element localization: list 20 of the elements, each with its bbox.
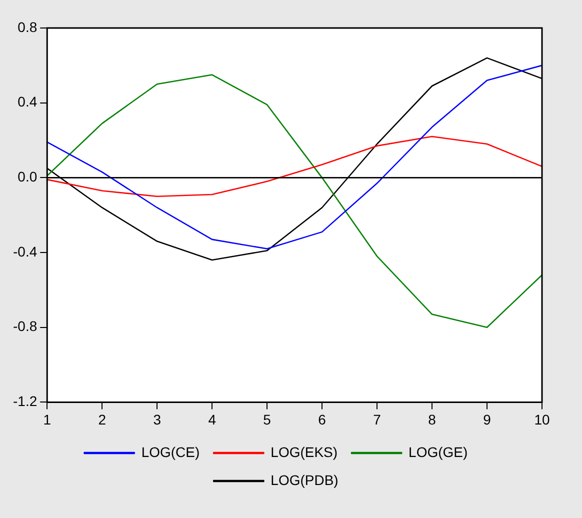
legend-label: LOG(CE) [141, 444, 200, 460]
x-tick-label: 4 [208, 411, 216, 428]
x-tick-label: 3 [153, 411, 162, 428]
x-tick-label: 2 [98, 411, 106, 428]
y-tick-label: 0.0 [18, 168, 38, 185]
x-tick-label: 5 [263, 411, 272, 428]
x-tick-label: 6 [318, 411, 326, 428]
y-tick-label: 0.4 [18, 94, 38, 110]
x-tick-label: 10 [534, 411, 550, 428]
y-tick-label: -0.4 [13, 243, 38, 260]
legend-label: LOG(EKS) [270, 444, 338, 460]
legend-label: LOG(GE) [408, 444, 468, 460]
x-tick-label: 1 [43, 411, 52, 428]
y-tick-label: -1.2 [13, 393, 38, 410]
x-tick-label: 9 [483, 411, 492, 428]
x-tick-label: 8 [428, 411, 436, 428]
legend-label: LOG(PDB) [270, 472, 338, 488]
x-tick-label: 7 [373, 411, 382, 428]
y-tick-label: -0.8 [13, 318, 38, 334]
y-tick-label: 0.8 [18, 18, 38, 35]
